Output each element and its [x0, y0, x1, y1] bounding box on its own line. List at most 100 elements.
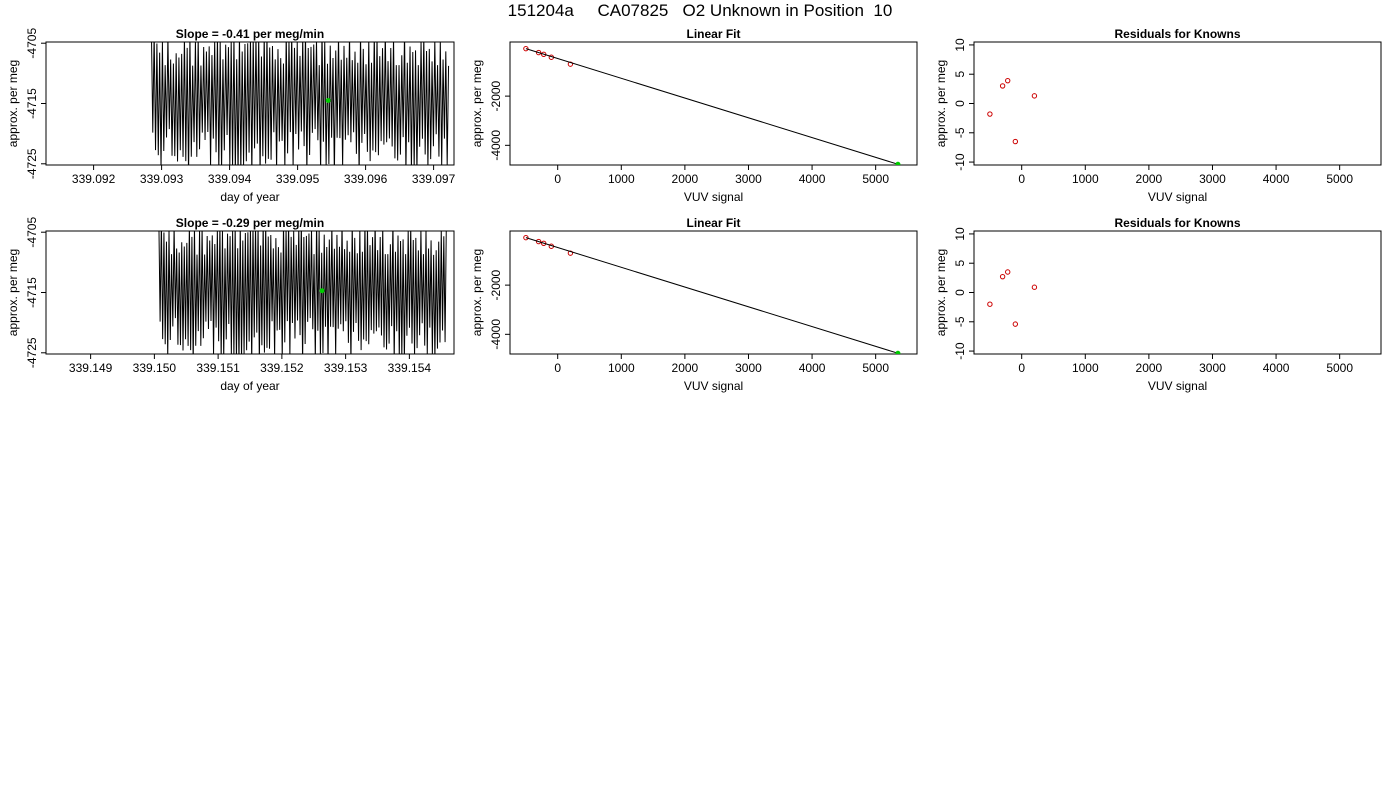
x-tick-label: 0: [1018, 361, 1025, 375]
plot-frame: [509, 41, 918, 166]
y-tick-label: -4725: [25, 337, 39, 368]
x-tick-label: 339.092: [72, 172, 116, 186]
x-tick-label: 4000: [799, 172, 826, 186]
data-point: [567, 250, 574, 256]
x-axis-label: VUV signal: [684, 379, 743, 393]
y-axis-label: approx. per meg: [470, 249, 484, 336]
x-tick-label: 0: [1018, 172, 1025, 186]
fit-line: [525, 48, 899, 165]
data-point: [523, 45, 529, 52]
plot-area: [523, 45, 901, 165]
x-tick-label: 3000: [1199, 172, 1226, 186]
data-point: [1031, 93, 1038, 99]
data-point: [541, 51, 547, 57]
x-tick-label: 4000: [799, 361, 826, 375]
x-tick-label: 339.097: [412, 172, 456, 186]
panel-title: Linear Fit: [686, 216, 740, 230]
data-point: [523, 234, 529, 241]
panel-title: Linear Fit: [686, 27, 740, 41]
x-tick-label: 5000: [1326, 361, 1353, 375]
data-point: [987, 111, 993, 117]
x-tick-label: 339.154: [388, 361, 432, 375]
data-point: [999, 273, 1006, 280]
panel-title: Residuals for Knowns: [1114, 27, 1240, 41]
data-point: [1012, 321, 1019, 327]
panel-1: Slope = -0.41 per meg/min 339.092 339.093 3…: [6, 27, 456, 204]
data-line: [151, 42, 450, 165]
data-point: [1012, 138, 1019, 145]
panel-5: Linear Fit 0 1000 2000 3000 4000 5000 -2000 -400…: [470, 216, 918, 393]
plot-frame: [973, 230, 1382, 355]
highlight-point: [895, 161, 901, 165]
x-axis-label: VUV signal: [1148, 190, 1207, 204]
plot-area: [158, 231, 447, 354]
y-tick-label: -4000: [489, 319, 503, 350]
panel-4: Slope = -0.29 per meg/min 339.149 339.150 3…: [6, 216, 455, 393]
x-tick-label: 339.149: [69, 361, 113, 375]
plot-area: [523, 234, 901, 354]
y-axis-label: approx. per meg: [470, 60, 484, 147]
y-tick-label: -4000: [489, 130, 503, 161]
x-tick-label: 0: [554, 361, 561, 375]
y-tick-label: 10: [953, 227, 967, 241]
data-line: [158, 231, 447, 354]
x-tick-label: 1000: [1072, 172, 1099, 186]
fit-line: [525, 237, 899, 354]
y-tick-label: -4705: [25, 217, 39, 248]
plot-area: [987, 77, 1038, 145]
y-tick-label: 5: [953, 260, 967, 267]
plot-area: [151, 42, 450, 165]
data-point: [1005, 77, 1011, 84]
x-axis-label: VUV signal: [1148, 379, 1207, 393]
panel-6: Residuals for Knowns 0 1000 2000 3000 4000 500…: [934, 216, 1382, 393]
y-tick-label: -2000: [489, 80, 503, 111]
x-tick-label: 1000: [1072, 361, 1099, 375]
y-tick-label: -4705: [25, 28, 39, 59]
x-tick-label: 339.096: [344, 172, 388, 186]
data-point: [541, 240, 547, 247]
x-tick-label: 339.150: [133, 361, 177, 375]
x-tick-label: 4000: [1263, 361, 1290, 375]
y-axis-label: approx. per meg: [6, 249, 20, 336]
x-tick-label: 5000: [862, 172, 889, 186]
x-tick-label: 1000: [608, 172, 635, 186]
x-tick-label: 2000: [1136, 361, 1163, 375]
panel-title: Slope = -0.41 per meg/min: [176, 27, 324, 41]
data-point: [535, 49, 542, 56]
y-tick-label: -4725: [25, 148, 39, 179]
figure-title: 151204a CA07825 O2 Unknown in Position 1…: [507, 1, 893, 20]
plot-area: [987, 269, 1038, 327]
x-tick-label: 1000: [608, 361, 635, 375]
x-axis-label: day of year: [220, 379, 279, 393]
data-point: [987, 301, 993, 307]
y-axis-label: approx. per meg: [6, 60, 20, 147]
x-tick-label: 339.093: [140, 172, 184, 186]
y-tick-label: 10: [953, 38, 967, 52]
plot-frame: [973, 41, 1382, 166]
x-tick-label: 2000: [1136, 172, 1163, 186]
x-tick-label: 339.153: [324, 361, 368, 375]
x-axis-label: VUV signal: [684, 190, 743, 204]
data-point: [1031, 284, 1038, 290]
panel-title: Slope = -0.29 per meg/min: [176, 216, 324, 230]
x-tick-label: 3000: [1199, 361, 1226, 375]
x-tick-label: 339.094: [208, 172, 252, 186]
x-tick-label: 2000: [672, 172, 699, 186]
x-tick-label: 5000: [862, 361, 889, 375]
x-axis-label: day of year: [220, 190, 279, 204]
y-axis-label: approx. per meg: [934, 249, 948, 336]
y-tick-label: 0: [953, 100, 967, 107]
x-tick-label: 3000: [735, 172, 762, 186]
x-tick-label: 3000: [735, 361, 762, 375]
y-tick-label: -2000: [489, 269, 503, 300]
x-tick-label: 4000: [1263, 172, 1290, 186]
y-tick-label: -10: [953, 342, 967, 360]
y-axis-label: approx. per meg: [934, 60, 948, 147]
y-tick-label: 5: [953, 71, 967, 78]
data-point: [1005, 269, 1011, 275]
y-tick-label: 0: [953, 289, 967, 296]
x-tick-label: 339.095: [276, 172, 320, 186]
panel-2: Linear Fit 0 1000 2000 3000 4000 5000 -2000 -400…: [470, 27, 918, 204]
highlight-point: [895, 350, 901, 354]
